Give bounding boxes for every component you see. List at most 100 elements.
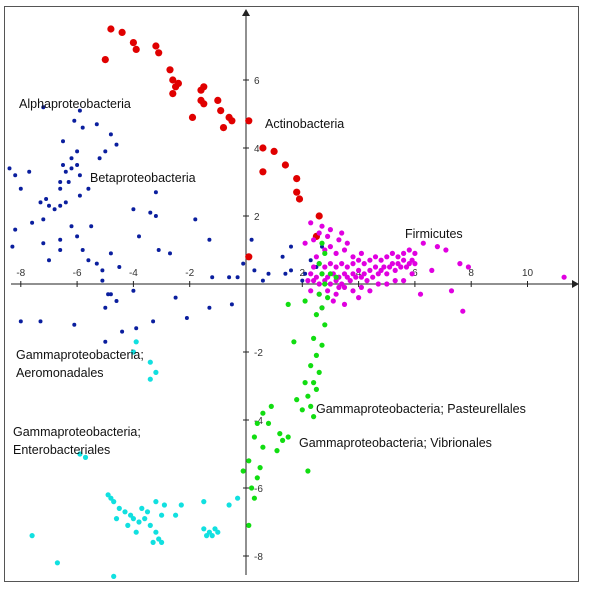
data-point-series-3	[561, 274, 567, 280]
data-point-series-2	[75, 163, 80, 167]
data-point-series-3	[417, 291, 424, 297]
data-point-series-3	[347, 278, 353, 284]
data-point-series-5	[201, 526, 207, 532]
data-point-series-4	[311, 335, 317, 341]
label-alphaproteobacteria: Alphaproteobacteria	[19, 97, 131, 111]
data-point-series-3	[341, 247, 348, 253]
data-point-series-5	[159, 512, 165, 518]
data-point-series-3	[412, 261, 418, 267]
x-tick-label: 10	[522, 268, 534, 279]
data-point-series-3	[333, 250, 339, 256]
data-point-series-1	[101, 56, 109, 64]
data-point-series-4	[322, 281, 328, 287]
data-point-series-3	[409, 271, 415, 277]
x-tick-label: -2	[185, 268, 194, 279]
data-point-series-3	[361, 271, 367, 277]
data-point-series-5	[116, 505, 122, 511]
data-point-series-1	[166, 66, 174, 74]
data-point-series-2	[249, 237, 254, 242]
data-point-series-3	[367, 257, 373, 263]
data-point-series-1	[169, 76, 177, 84]
data-point-series-3	[389, 261, 395, 267]
data-point-series-5	[235, 495, 241, 501]
data-point-series-1	[132, 45, 140, 54]
data-point-series-2	[103, 339, 108, 344]
data-point-series-3	[341, 301, 348, 307]
data-point-series-2	[41, 241, 46, 246]
data-point-series-1	[293, 188, 301, 196]
data-point-series-4	[316, 369, 322, 375]
annotations: Alphaproteobacteria Actinobacteria Betap…	[13, 97, 526, 457]
data-point-series-2	[260, 278, 265, 283]
data-point-series-3	[412, 250, 418, 256]
data-point-series-2	[103, 305, 108, 310]
y-tick-label: 6	[254, 76, 260, 87]
data-point-series-4	[294, 397, 300, 403]
data-point-series-3	[448, 288, 455, 294]
data-point-series-2	[13, 173, 18, 178]
data-point-series-3	[327, 227, 333, 233]
data-point-series-3	[322, 264, 328, 270]
y-tick-label: -8	[254, 552, 263, 563]
data-point-series-2	[229, 302, 234, 307]
data-point-series-1	[129, 39, 137, 47]
data-point-series-2	[193, 217, 198, 222]
data-point-series-5	[178, 502, 184, 508]
data-point-series-5	[139, 505, 145, 511]
data-point-series-2	[75, 149, 80, 154]
data-point-series-4	[260, 410, 266, 416]
data-point-series-4	[313, 352, 319, 358]
data-point-series-5	[29, 533, 35, 539]
data-point-series-4	[319, 271, 325, 277]
data-point-series-2	[303, 271, 308, 276]
data-point-series-5	[156, 536, 162, 542]
y-tick-label: -2	[254, 348, 263, 359]
data-point-series-4	[246, 458, 252, 464]
data-point-series-2	[18, 319, 23, 324]
data-point-series-3	[443, 247, 449, 253]
data-point-series-3	[339, 261, 345, 267]
data-point-series-2	[63, 200, 68, 205]
data-point-series-2	[207, 305, 212, 310]
data-point-series-2	[94, 261, 99, 266]
data-point-series-3	[336, 237, 342, 243]
data-point-series-2	[61, 163, 65, 167]
x-tick-label: 6	[412, 268, 418, 279]
data-point-series-2	[77, 108, 82, 113]
data-point-series-2	[72, 118, 77, 123]
data-point-series-3	[305, 278, 311, 284]
data-point-series-3	[333, 291, 339, 297]
data-point-series-5	[153, 369, 159, 375]
x-tick-label: 4	[356, 268, 362, 279]
data-point-series-5	[142, 516, 148, 522]
data-point-series-5	[173, 512, 179, 518]
x-tick-label: 2	[300, 268, 306, 279]
data-point-series-5	[204, 533, 210, 539]
y-tick-label: 2	[254, 212, 260, 223]
data-point-series-3	[316, 281, 322, 287]
data-point-series-3	[429, 267, 435, 273]
data-point-series-4	[251, 495, 257, 501]
data-point-series-1	[214, 96, 222, 104]
data-point-series-3	[308, 288, 314, 294]
data-point-series-3	[336, 284, 342, 290]
data-point-series-3	[398, 264, 404, 270]
data-point-series-4	[249, 485, 255, 491]
data-point-series-1	[295, 195, 304, 203]
data-point-series-4	[260, 444, 266, 450]
data-point-series-1	[259, 168, 267, 176]
data-point-series-2	[69, 224, 74, 229]
data-point-series-2	[38, 200, 43, 205]
data-point-series-2	[117, 265, 122, 269]
data-point-series-3	[358, 250, 364, 256]
data-point-series-4	[311, 380, 317, 386]
data-point-series-1	[152, 42, 160, 50]
data-point-series-5	[125, 522, 131, 529]
data-point-series-2	[75, 234, 80, 239]
data-point-series-3	[389, 250, 395, 256]
data-point-series-4	[322, 322, 328, 328]
data-point-series-2	[47, 258, 51, 263]
data-point-series-3	[384, 271, 390, 277]
y-tick-label: 4	[254, 144, 260, 155]
data-point-series-3	[327, 281, 333, 287]
